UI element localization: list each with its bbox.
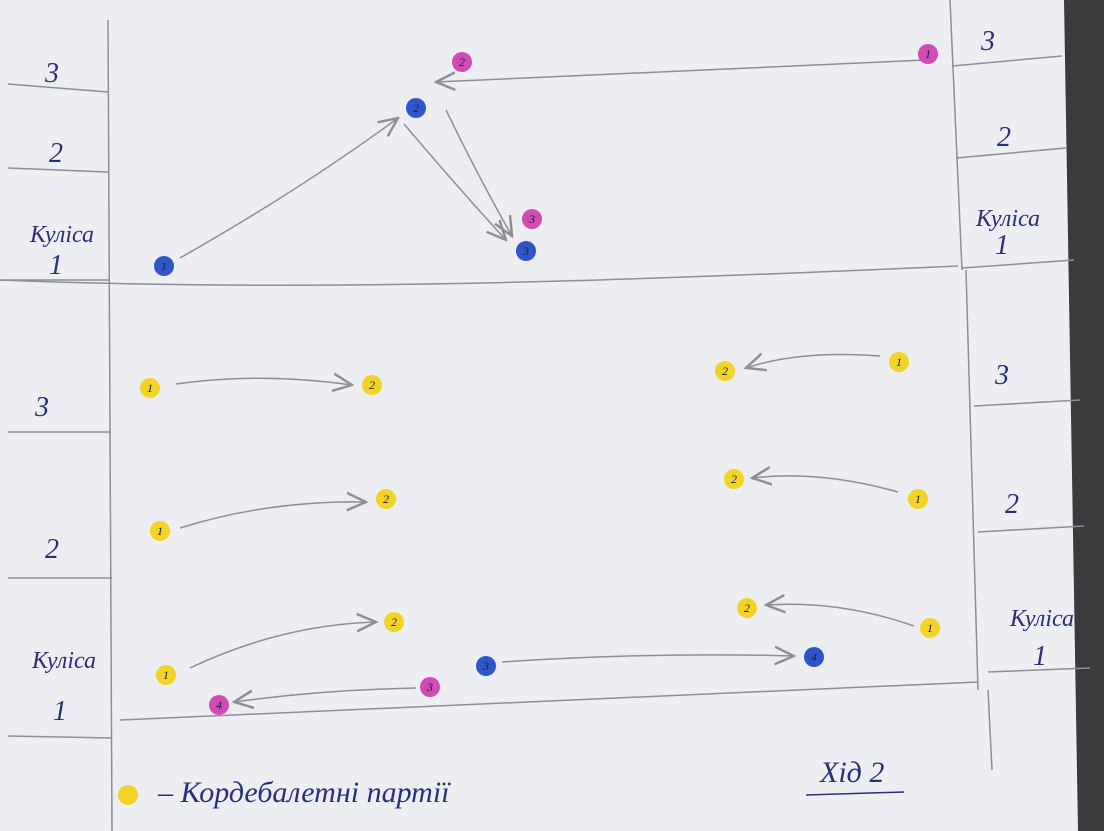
drawing: Хід 2 32Куліса132Куліса132Куліса132Куліс… bbox=[0, 0, 1104, 831]
wing-label: 2 bbox=[1005, 489, 1019, 520]
dancer-number: 1 bbox=[927, 621, 933, 635]
wing-label: 3 bbox=[34, 392, 49, 423]
dancer-number: 2 bbox=[722, 364, 728, 378]
dancer-number: 1 bbox=[925, 47, 931, 61]
dancer-number: 1 bbox=[147, 381, 153, 395]
legend-dot bbox=[118, 785, 138, 805]
dancer-number: 3 bbox=[522, 244, 529, 258]
wing-label: 1 bbox=[1033, 641, 1047, 672]
wing-label: 2 bbox=[49, 138, 63, 169]
wing-label: Куліса bbox=[31, 648, 96, 674]
dancer-number: 3 bbox=[426, 680, 433, 694]
dancer-number: 4 bbox=[216, 698, 222, 712]
wing-label: Куліса bbox=[975, 206, 1040, 232]
dancer-number: 1 bbox=[161, 259, 167, 273]
dancer-number: 2 bbox=[731, 472, 737, 486]
wing-label: 3 bbox=[980, 26, 995, 57]
dancer-number: 2 bbox=[744, 601, 750, 615]
wing-label: Куліса bbox=[29, 222, 94, 248]
dancer-number: 1 bbox=[163, 668, 169, 682]
wing-label: 1 bbox=[995, 230, 1009, 261]
wing-label: 3 bbox=[44, 58, 59, 89]
dancer-number: 1 bbox=[157, 524, 163, 538]
dancer-number: 2 bbox=[459, 55, 465, 69]
dancer-number: 1 bbox=[915, 492, 921, 506]
dancer-number: 2 bbox=[391, 615, 397, 629]
legend-text: – Кордебалетні партії bbox=[157, 776, 451, 809]
dancer-number: 3 bbox=[528, 212, 535, 226]
wing-label: 3 bbox=[994, 360, 1009, 391]
wing-label: 1 bbox=[49, 250, 63, 281]
dancer-number: 2 bbox=[369, 378, 375, 392]
dancer-number: 2 bbox=[383, 492, 389, 506]
dancer-number: 2 bbox=[413, 101, 419, 115]
wing-label: 1 bbox=[53, 696, 67, 727]
dancer-number: 3 bbox=[482, 659, 489, 673]
wing-label: Куліса bbox=[1009, 606, 1074, 632]
caption: Хід 2 bbox=[819, 756, 884, 789]
wing-label: 2 bbox=[45, 534, 59, 565]
paper bbox=[0, 0, 1078, 831]
dancer-number: 1 bbox=[896, 355, 902, 369]
page: {"wings": { "top_left": ["3", "2", "Кулі… bbox=[0, 0, 1104, 831]
wing-label: 2 bbox=[997, 122, 1011, 153]
dancer-number: 4 bbox=[811, 650, 817, 664]
